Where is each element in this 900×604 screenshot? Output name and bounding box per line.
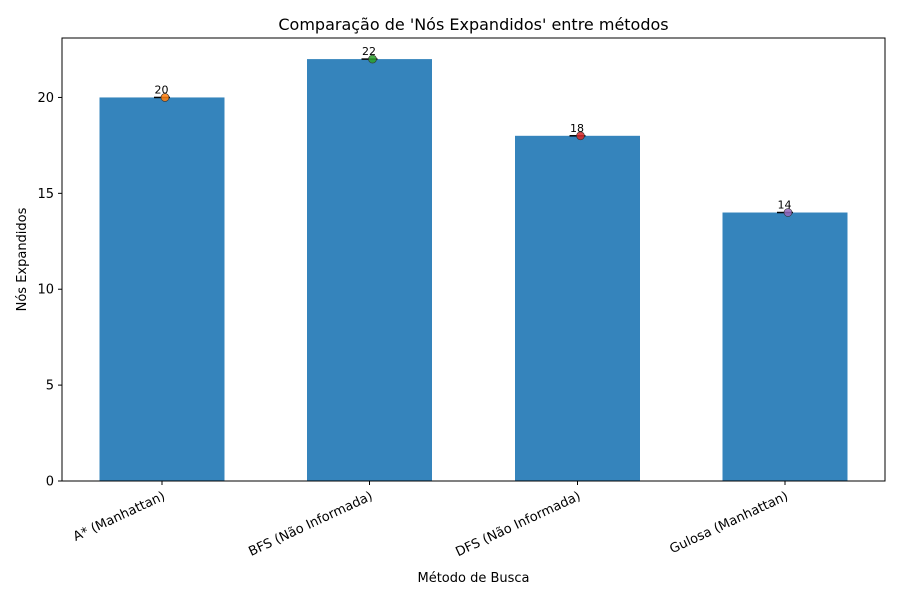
- point-marker-0: [160, 93, 170, 102]
- data-label-2: 18: [570, 122, 584, 135]
- chart-title: Comparação de 'Nós Expandidos' entre mét…: [278, 15, 668, 34]
- y-tick-label-3: 15: [37, 187, 54, 202]
- bar-2: [515, 135, 640, 482]
- x-tick-label-0: A* (Manhattan): [71, 489, 168, 545]
- x-tick-label-3: Gulosa (Manhattan): [668, 489, 791, 557]
- y-axis-label: Nós Expandidos: [15, 207, 30, 311]
- plot-frame: [61, 37, 886, 482]
- y-tick-label-2: 10: [37, 283, 54, 298]
- x-axis: A* (Manhattan) BFS (Não Informada) DFS (Nã…: [71, 481, 791, 560]
- y-tick-label-4: 20: [37, 91, 54, 106]
- point-marker-1: [368, 54, 377, 64]
- y-axis: 0 5 10 15 20: [37, 91, 62, 490]
- y-tick-label-1: 5: [46, 379, 54, 394]
- x-tick-label-1: BFS (Não Informada): [246, 489, 375, 560]
- x-axis-label: Método de Busca: [417, 571, 529, 586]
- point-marker-3: [783, 208, 793, 217]
- bar-3: [722, 212, 848, 482]
- y-tick-label-0: 0: [46, 475, 54, 490]
- marks-layer: 20 22 18 14: [154, 45, 793, 217]
- x-tick-label-2: DFS (Não Informada): [453, 489, 583, 560]
- data-label-0: 20: [155, 83, 169, 96]
- bar-1: [307, 59, 432, 481]
- bar-0: [99, 97, 225, 481]
- bars-layer: [99, 59, 848, 482]
- data-label-3: 14: [778, 199, 792, 212]
- data-label-1: 22: [362, 45, 376, 58]
- point-marker-2: [576, 131, 585, 141]
